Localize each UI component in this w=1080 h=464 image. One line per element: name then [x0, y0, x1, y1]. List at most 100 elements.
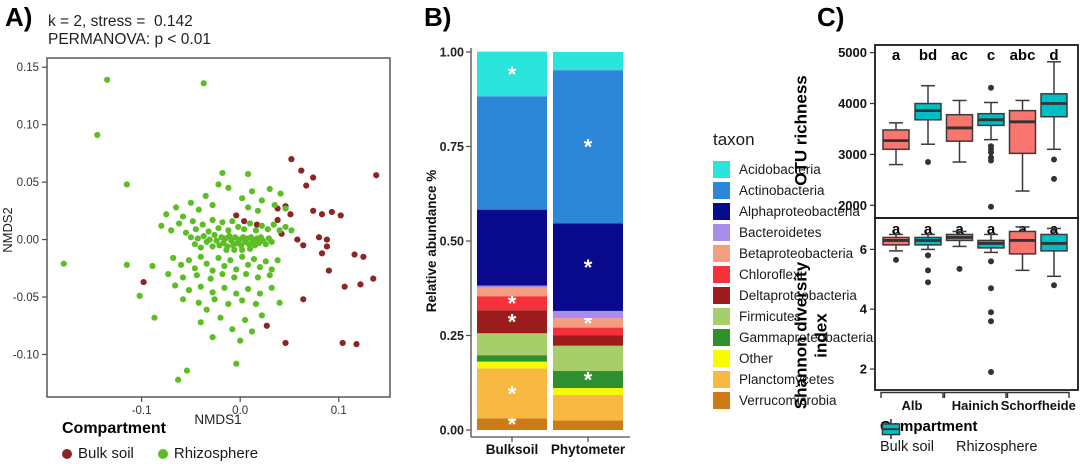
scatter-point [276, 227, 283, 234]
scatter-point [209, 289, 216, 296]
scatter-point [254, 207, 262, 214]
scatter-point [239, 297, 246, 304]
scatter-point [221, 284, 228, 291]
panel-b-label: B) [424, 2, 452, 32]
taxon-legend-items: Acidobacteria Actinobacteria Alphaproteoba… [713, 159, 873, 411]
taxon-legend-title: taxon [713, 130, 755, 149]
y-tick-label: 0.10 [17, 120, 39, 132]
scatter-point [200, 233, 207, 240]
scatter-point [244, 170, 252, 178]
taxon-legend-label: Actinobacteria [739, 183, 825, 198]
scatter-point [197, 319, 204, 326]
bar-segment-planctomycetes [477, 368, 547, 419]
bar-segment-bacteroidetes [553, 310, 623, 319]
stress-annotation: k = 2, stress = 0.142 [48, 13, 193, 30]
nmds1-axis-label: NMDS1 [194, 412, 242, 427]
bar-segment-chloroflexi [477, 296, 547, 311]
scatter-point [104, 76, 111, 83]
letter-annotation: a [924, 221, 933, 238]
x-tick-label: 0.1 [331, 405, 347, 417]
scatter-point [193, 272, 200, 279]
scatter-point [94, 131, 101, 139]
letter-annotation: abc [1010, 47, 1036, 64]
taxon-legend-label: Acidobacteria [739, 162, 821, 177]
scatter-point [233, 212, 240, 219]
scatter-point [185, 257, 193, 264]
significance-star: * [508, 62, 517, 87]
scatter-point [202, 192, 209, 199]
taxon-legend-label: Other [739, 351, 773, 366]
group-label: Hainich [952, 398, 999, 413]
legend-item-rhizosphere: Rhizosphere [157, 445, 258, 462]
x-tick-label: 0.0 [232, 405, 248, 417]
taxon-legend-label: Chloroflexi [739, 267, 803, 282]
taxa-stacked-bar-plot: 0.000.250.500.751.00*****Bulksoil****Phy… [440, 46, 630, 457]
scatter-point [123, 181, 130, 188]
scatter-point [266, 185, 273, 193]
panel-c: C) OTU richness Shannon diversity index … [790, 0, 1080, 464]
boxplot-frame [874, 217, 1079, 391]
scatter-point [179, 213, 187, 220]
scatter-point [282, 223, 289, 231]
taxon-legend-item-alphaproteobacteria: Alphaproteobacteria [713, 201, 873, 222]
taxon-legend-label: Verrucomicrobia [739, 393, 837, 408]
nmds-scatter-plot: 0.15 0.10 0.05 0.00 -0.05 -0.10 -0.1 0.0 0.1 [13, 57, 391, 417]
scatter-point [231, 246, 238, 254]
scatter-point [300, 242, 307, 249]
y-tick-label: 6 [860, 242, 867, 257]
scatter-point [294, 236, 301, 243]
y-tick-label: 0.50 [440, 235, 464, 249]
scatter-point [179, 296, 187, 303]
compartment-legend: Compartment Bulk soil Rhizosphere [62, 420, 282, 462]
panel-c-label: C) [817, 2, 845, 32]
scatter-point [310, 174, 317, 181]
compartment-legend-c-title: Compartment [880, 418, 978, 435]
taxon-legend-label: Alphaproteobacteria [739, 204, 860, 219]
significance-star: * [508, 381, 517, 406]
scatter-point [239, 195, 246, 202]
scatter-point [151, 314, 158, 321]
legend-item-bulk-soil: Bulk soil [880, 419, 934, 455]
scatter-point [256, 264, 263, 271]
scatter-point [168, 227, 175, 234]
scatter-point [215, 181, 222, 188]
significance-star: * [508, 291, 517, 316]
panel-b: B) Relative abundance % 0.00 0.25 0.50 0.75… [400, 0, 873, 464]
taxon-legend-item-deltaproteobacteria: Deltaproteobacteria [713, 285, 873, 306]
scatter-point [209, 201, 216, 209]
scatter-point [207, 275, 214, 282]
taxon-legend-label: Betaproteobacteria [739, 246, 854, 261]
scatter-point [258, 222, 265, 229]
box-schorfheide-bulk-soil [1008, 109, 1037, 155]
scatter-point [194, 235, 201, 242]
letter-annotation: a [892, 221, 901, 238]
scatter-point [253, 221, 261, 228]
taxon-legend-item-bacteroidetes: Bacteroidetes [713, 222, 873, 243]
scatter-point [187, 234, 195, 241]
scatter-point [248, 188, 256, 195]
bar-segment-actinobacteria [477, 96, 547, 210]
taxon-legend: taxon Acidobacteria Actinobacteria Alphapr… [713, 130, 873, 411]
scatter-point [268, 238, 275, 245]
scatter-point [211, 296, 218, 303]
taxon-legend-label: Planctomycetes [739, 372, 835, 387]
letter-annotation: c [987, 47, 995, 64]
outlier-point [925, 279, 931, 286]
taxon-legend-label: Firmicutes [739, 309, 802, 324]
scatter-point [242, 316, 249, 324]
scatter-point [223, 246, 230, 254]
y-tick-label: 5000 [838, 45, 867, 60]
scatter-point [163, 211, 170, 218]
outlier-point [988, 285, 994, 292]
scatter-point [233, 360, 240, 367]
scatter-point [237, 337, 244, 344]
bar-segment-verrucomicrobia [477, 418, 547, 430]
scatter-point [288, 227, 295, 234]
outlier-point [925, 267, 931, 274]
legend-swatch-icon [713, 266, 730, 283]
scatter-point [252, 300, 260, 308]
scatter-point [217, 314, 224, 321]
scatter-point [288, 156, 295, 163]
y-tick-label: -0.05 [13, 292, 39, 304]
significance-star: * [584, 135, 593, 160]
